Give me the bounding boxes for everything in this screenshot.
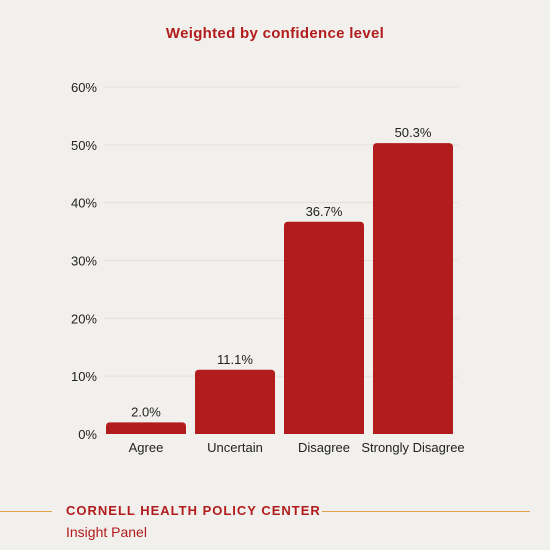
y-tick-label: 30%: [71, 254, 97, 269]
y-tick-label: 50%: [71, 138, 97, 153]
y-tick-label: 10%: [71, 369, 97, 384]
footer-subtitle: Insight Panel: [66, 524, 147, 540]
bar-agree: [106, 422, 186, 434]
data-label: 50.3%: [395, 125, 432, 140]
y-tick-label: 20%: [71, 311, 97, 326]
bar-strongly-disagree: [373, 143, 453, 434]
data-label: 2.0%: [131, 404, 161, 419]
y-tick-label: 60%: [71, 80, 97, 95]
category-label: Uncertain: [207, 440, 263, 455]
y-axis-ticks: 0% 10% 20% 30% 40% 50% 60%: [71, 80, 97, 442]
footer-organization: CORNELL HEALTH POLICY CENTER: [66, 503, 321, 518]
category-labels: Agree Uncertain Disagree Strongly Disagree: [129, 440, 465, 455]
value-labels: 2.0% 11.1% 36.7% 50.3%: [131, 125, 432, 419]
y-tick-label: 40%: [71, 196, 97, 211]
bar-disagree: [284, 221, 364, 434]
data-label: 36.7%: [306, 204, 343, 219]
category-label: Agree: [129, 440, 164, 455]
category-label: Strongly Disagree: [361, 440, 464, 455]
footer-rule-left: [0, 511, 52, 512]
category-label: Disagree: [298, 440, 350, 455]
bar-uncertain: [195, 369, 275, 434]
chart-subtitle: Weighted by confidence level: [165, 25, 385, 42]
data-label: 11.1%: [217, 352, 253, 367]
footer-rule-right: [322, 511, 530, 512]
y-tick-label: 0%: [78, 427, 97, 442]
bars: [106, 143, 453, 434]
